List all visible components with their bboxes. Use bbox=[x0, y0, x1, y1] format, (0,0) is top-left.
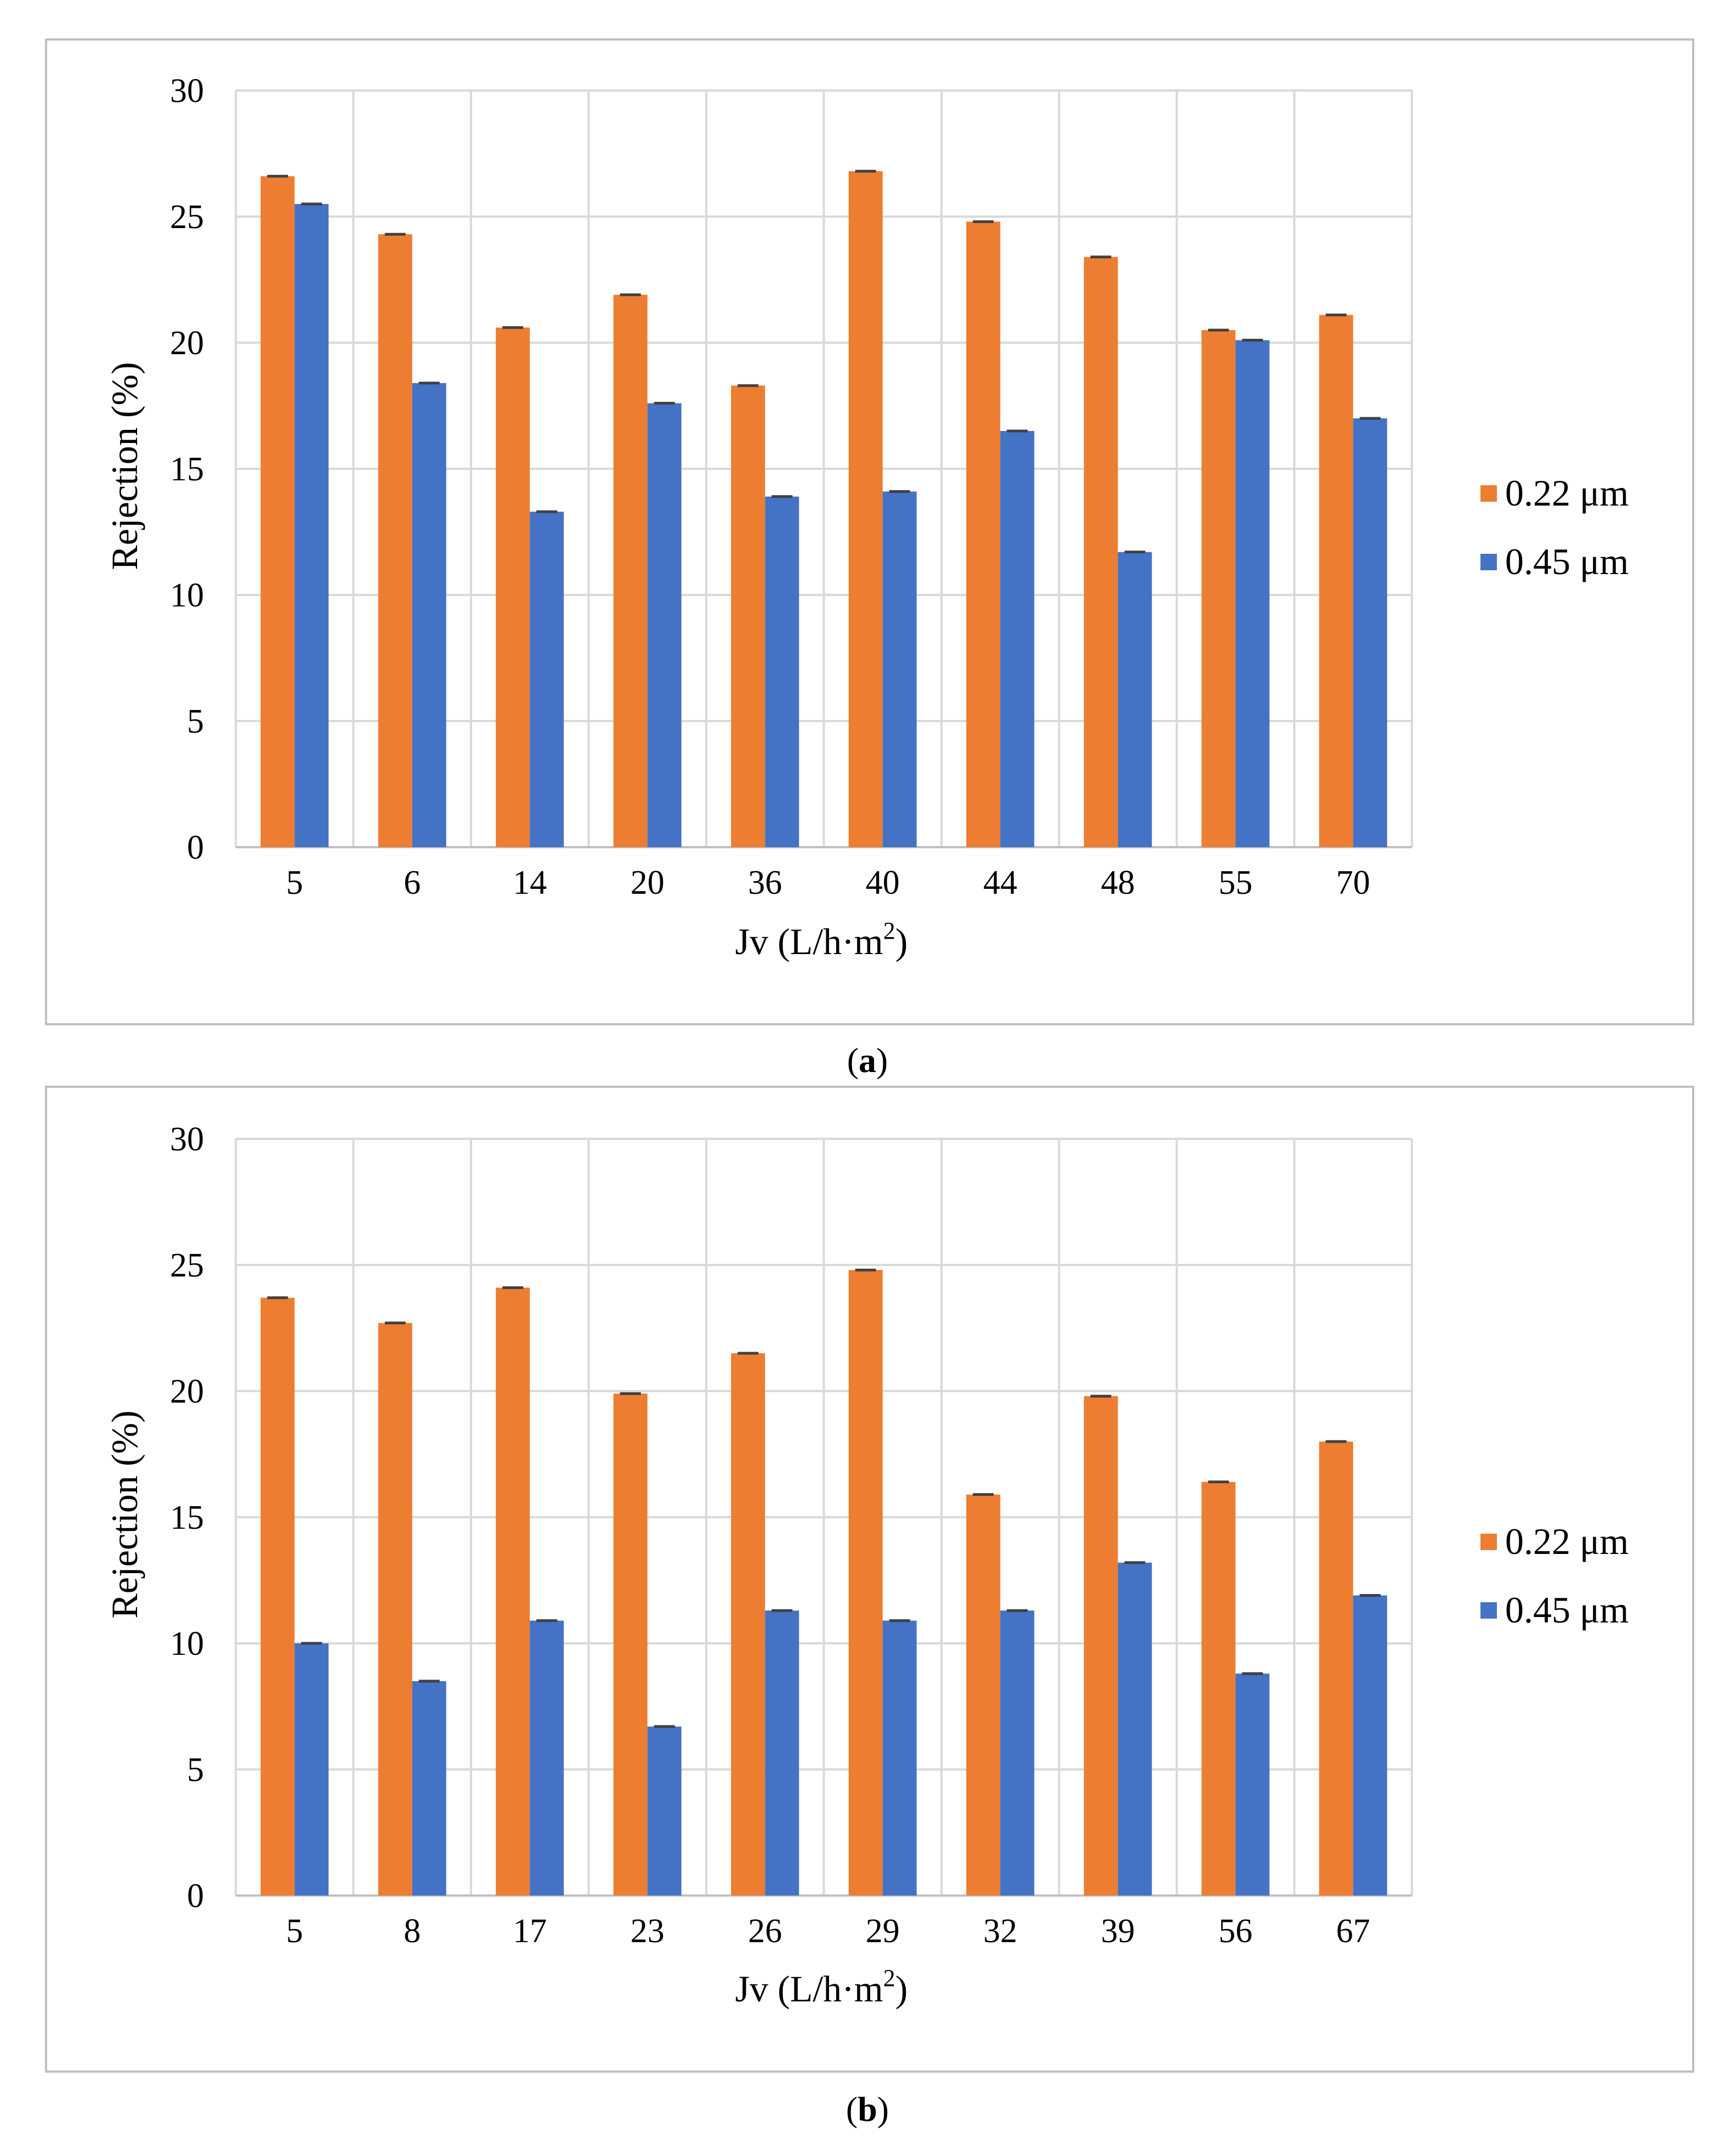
panel-a-bar-s0-c4 bbox=[731, 385, 765, 847]
panel-a-bar-s1-c6 bbox=[1000, 431, 1035, 847]
panel-a-y-tick-2: 10 bbox=[170, 577, 204, 614]
panel-a-x-tick-8: 55 bbox=[1218, 864, 1252, 901]
panel-b-bar-s0-c7 bbox=[1083, 1396, 1118, 1896]
panel-a-y-tick-5: 25 bbox=[170, 198, 204, 236]
panel-a-legend: 0.22 μm 0.45 μm bbox=[1480, 472, 1628, 582]
panel-a-bar-s0-c3 bbox=[613, 294, 648, 847]
panel-b-bars bbox=[260, 1268, 1387, 1896]
panel-a-bar-s0-c6 bbox=[966, 222, 1001, 848]
panel-a-legend-label-1: 0.45 μm bbox=[1505, 541, 1628, 582]
panel-b-x-axis-title: Jv (L/h·m2) bbox=[735, 1965, 908, 2010]
panel-b-legend-swatch-1 bbox=[1480, 1602, 1497, 1619]
panel-a-y-tick-0: 0 bbox=[187, 829, 204, 866]
panel-b-y-tick-0: 0 bbox=[187, 1877, 204, 1915]
panel-a-y-tick-labels: 0 5 10 15 20 25 30 bbox=[170, 72, 204, 866]
panel-a-x-tick-1: 6 bbox=[404, 864, 421, 901]
panel-b-x-tick-3: 23 bbox=[631, 1913, 665, 1950]
panel-a-bar-s0-c0 bbox=[260, 176, 295, 847]
panel-a-bar-s1-c1 bbox=[412, 383, 446, 847]
panel-a-bar-s1-c9 bbox=[1353, 418, 1387, 847]
panel-b-legend-label-0: 0.22 μm bbox=[1505, 1520, 1628, 1562]
panel-b-bar-s1-c2 bbox=[530, 1620, 564, 1896]
panel-a-bars bbox=[260, 169, 1387, 848]
panel-b-bar-s0-c5 bbox=[848, 1270, 883, 1896]
panel-a-bar-s0-c8 bbox=[1201, 330, 1236, 847]
panel-a-x-tick-3: 20 bbox=[631, 864, 665, 901]
panel-b-legend-swatch-0 bbox=[1480, 1534, 1497, 1550]
panel-b-bar-s1-c7 bbox=[1117, 1562, 1152, 1896]
panel-b-bar-s1-c0 bbox=[294, 1643, 329, 1896]
panel-a-caption: (a) bbox=[847, 1041, 888, 1080]
panel-b-bar-s1-c8 bbox=[1235, 1673, 1270, 1896]
panel-a-bar-s0-c5 bbox=[848, 171, 883, 848]
panel-b-bar-s1-c1 bbox=[412, 1681, 446, 1896]
panel-b-x-tick-4: 26 bbox=[748, 1913, 782, 1950]
panel-b-bar-s1-c4 bbox=[765, 1610, 799, 1896]
panel-b-x-tick-labels: 5 8 17 23 26 29 32 39 56 67 bbox=[286, 1913, 1370, 1950]
panel-a-x-tick-4: 36 bbox=[748, 864, 782, 901]
panel-b-y-tick-2: 10 bbox=[170, 1625, 204, 1663]
panel-a-legend-label-0: 0.22 μm bbox=[1505, 472, 1628, 514]
panel-b-bar-s0-c3 bbox=[613, 1393, 648, 1896]
panel-a-y-tick-4: 20 bbox=[170, 325, 204, 362]
panel-b-chart: 0 5 10 15 20 25 30 5 8 17 23 26 29 32 39 56 67 Jv (L/h·… bbox=[45, 1086, 1694, 2073]
panel-b-y-axis-title: Rejection (%) bbox=[104, 1410, 145, 1619]
panel-a-bar-s1-c0 bbox=[294, 204, 329, 847]
panel-a-y-tick-3: 15 bbox=[170, 451, 204, 488]
panel-a-x-tick-9: 70 bbox=[1336, 864, 1370, 901]
panel-b-x-tick-5: 29 bbox=[866, 1913, 900, 1950]
panel-a-bar-s1-c5 bbox=[882, 491, 917, 847]
panel-b-x-tick-8: 56 bbox=[1218, 1913, 1252, 1950]
panel-a-bar-s0-c2 bbox=[496, 327, 530, 847]
panel-a-bar-s0-c9 bbox=[1319, 315, 1353, 847]
panel-a-bar-s0-c7 bbox=[1083, 257, 1118, 848]
panel-b-legend-label-1: 0.45 μm bbox=[1505, 1589, 1628, 1631]
panel-b-bar-s1-c3 bbox=[647, 1726, 682, 1896]
panel-a-bar-s1-c2 bbox=[530, 512, 564, 847]
panel-a-y-axis-title: Rejection (%) bbox=[104, 362, 145, 570]
panel-a-x-tick-2: 14 bbox=[513, 864, 547, 901]
panel-a-y-tick-1: 5 bbox=[187, 703, 204, 740]
panel-a-bar-s1-c4 bbox=[765, 496, 799, 847]
panel-b-bar-s0-c4 bbox=[731, 1353, 765, 1896]
panel-b-bar-s0-c8 bbox=[1201, 1482, 1236, 1896]
panel-b-caption: (b) bbox=[846, 2090, 889, 2129]
panel-b-legend: 0.22 μm 0.45 μm bbox=[1480, 1520, 1628, 1631]
panel-a-bar-s1-c7 bbox=[1117, 552, 1152, 847]
panel-b-x-tick-9: 67 bbox=[1336, 1913, 1370, 1950]
panel-b-bar-s0-c1 bbox=[378, 1323, 412, 1896]
panel-b-bar-s1-c6 bbox=[1000, 1610, 1035, 1896]
panel-a-legend-swatch-0 bbox=[1480, 485, 1497, 502]
panel-b-x-tick-2: 17 bbox=[513, 1913, 547, 1950]
panel-a-x-tick-labels: 5 6 14 20 36 40 44 48 55 70 bbox=[286, 864, 1370, 901]
panel-a-chart: 0 5 10 15 20 25 30 5 6 14 20 36 40 44 48 55 70 Jv (L/h·… bbox=[45, 38, 1694, 1025]
panel-a-x-tick-6: 44 bbox=[983, 864, 1017, 901]
panel-b-y-tick-4: 20 bbox=[170, 1373, 204, 1410]
panel-a-y-tick-6: 30 bbox=[170, 72, 204, 110]
panel-b-x-tick-1: 8 bbox=[404, 1913, 421, 1950]
panel-a-bar-s1-c8 bbox=[1235, 340, 1270, 847]
panel-b-bar-s1-c5 bbox=[882, 1620, 917, 1896]
panel-b-y-tick-5: 25 bbox=[170, 1247, 204, 1284]
panel-b-y-tick-6: 30 bbox=[170, 1121, 204, 1158]
panel-a-x-axis-title: Jv (L/h·m2) bbox=[735, 917, 908, 962]
panel-b-bar-s0-c0 bbox=[260, 1297, 295, 1896]
panel-b-bar-s0-c2 bbox=[496, 1287, 530, 1896]
panel-a-bar-s0-c1 bbox=[378, 234, 412, 848]
panel-a-x-tick-5: 40 bbox=[866, 864, 900, 901]
panel-a-x-tick-0: 5 bbox=[286, 864, 303, 901]
panel-a-legend-swatch-1 bbox=[1480, 554, 1497, 570]
panel-b-y-tick-1: 5 bbox=[187, 1751, 204, 1789]
panel-b-y-tick-labels: 0 5 10 15 20 25 30 bbox=[170, 1121, 204, 1915]
panel-b-bar-s0-c9 bbox=[1319, 1442, 1353, 1896]
panel-b-x-tick-6: 32 bbox=[983, 1913, 1017, 1950]
panel-b-bar-s0-c6 bbox=[966, 1494, 1001, 1896]
panel-a-x-tick-7: 48 bbox=[1101, 864, 1135, 901]
panel-b-bar-s1-c9 bbox=[1353, 1595, 1387, 1896]
panel-b-x-tick-7: 39 bbox=[1101, 1913, 1135, 1950]
panel-b-y-tick-3: 15 bbox=[170, 1499, 204, 1536]
panel-b-x-tick-0: 5 bbox=[286, 1913, 303, 1950]
panel-a-bar-s1-c3 bbox=[647, 403, 682, 847]
